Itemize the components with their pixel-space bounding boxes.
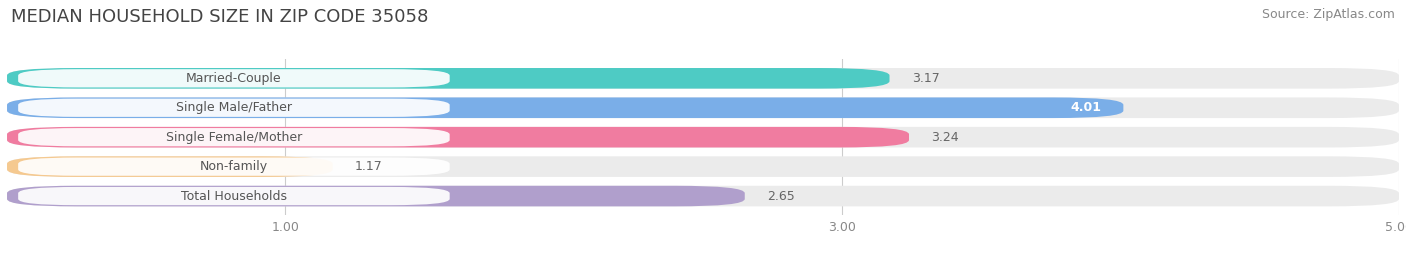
FancyBboxPatch shape [7,156,1399,177]
Text: 4.01: 4.01 [1070,101,1101,114]
FancyBboxPatch shape [7,127,910,147]
Text: Source: ZipAtlas.com: Source: ZipAtlas.com [1261,8,1395,21]
FancyBboxPatch shape [7,186,745,206]
FancyBboxPatch shape [18,99,450,117]
FancyBboxPatch shape [7,156,333,177]
FancyBboxPatch shape [18,187,450,205]
Text: 1.17: 1.17 [354,160,382,173]
FancyBboxPatch shape [7,68,890,89]
Text: Married-Couple: Married-Couple [186,72,281,85]
Text: 3.24: 3.24 [931,131,959,144]
Text: Non-family: Non-family [200,160,269,173]
Text: 3.17: 3.17 [912,72,939,85]
Text: MEDIAN HOUSEHOLD SIZE IN ZIP CODE 35058: MEDIAN HOUSEHOLD SIZE IN ZIP CODE 35058 [11,8,429,26]
FancyBboxPatch shape [7,97,1123,118]
FancyBboxPatch shape [7,68,1399,89]
FancyBboxPatch shape [18,158,450,176]
FancyBboxPatch shape [18,128,450,146]
FancyBboxPatch shape [18,69,450,87]
FancyBboxPatch shape [7,127,1399,147]
FancyBboxPatch shape [7,97,1399,118]
Text: Single Male/Father: Single Male/Father [176,101,292,114]
Text: Single Female/Mother: Single Female/Mother [166,131,302,144]
Text: Total Households: Total Households [181,190,287,203]
Text: 2.65: 2.65 [768,190,794,203]
FancyBboxPatch shape [7,186,1399,206]
